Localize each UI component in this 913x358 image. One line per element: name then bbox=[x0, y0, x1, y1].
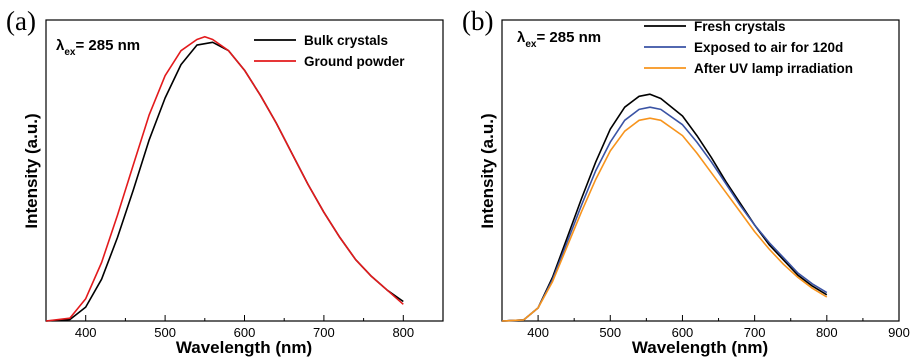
x-tick-label-a-800: 800 bbox=[392, 325, 414, 340]
panel-b: (b) λex= 285 nm 400 500 600 700 800 900 Fresh… bbox=[462, 6, 910, 357]
panel-a-excitation-annotation: λex= 285 nm bbox=[56, 37, 140, 58]
x-tick-label-a-700: 700 bbox=[313, 325, 335, 340]
x-tick-label-b-400: 400 bbox=[527, 325, 549, 340]
x-tick-label-b-500: 500 bbox=[599, 325, 621, 340]
series-line-b-after-uv-lamp-irradiation bbox=[501, 117, 828, 322]
panel-a-x-axis-title: Wavelength (nm) bbox=[176, 338, 312, 357]
x-tick-label-b-600: 600 bbox=[672, 325, 694, 340]
panel-b-series-group bbox=[501, 93, 828, 322]
x-tick-label-a-400: 400 bbox=[75, 325, 97, 340]
panel-b-plot-frame bbox=[501, 19, 900, 322]
legend-a-label-ground-powder: Ground powder bbox=[304, 54, 405, 69]
panel-a-x-ticks: 400 500 600 700 800 bbox=[75, 315, 414, 340]
x-tick-label-b-800: 800 bbox=[816, 325, 838, 340]
legend-b-label-fresh-crystals: Fresh crystals bbox=[694, 19, 786, 34]
series-line-b-exposed-to-air-for-120d bbox=[501, 106, 828, 322]
x-tick-label-b-700: 700 bbox=[744, 325, 766, 340]
panel-b-x-ticks: 400 500 600 700 800 900 bbox=[527, 315, 910, 340]
legend-a-label-bulk-crystals: Bulk crystals bbox=[304, 33, 388, 48]
x-tick-label-a-500: 500 bbox=[154, 325, 176, 340]
panel-a-label: (a) bbox=[6, 6, 36, 36]
panel-b-x-axis-title: Wavelength (nm) bbox=[632, 338, 768, 357]
legend-b-label-exposed-to-air: Exposed to air for 120d bbox=[694, 40, 843, 55]
legend-b-label-after-uv: After UV lamp irradiation bbox=[694, 61, 853, 76]
x-tick-label-b-900: 900 bbox=[888, 325, 910, 340]
panel-a-series-group bbox=[45, 35, 404, 322]
panel-a: (a) λex= 285 nm 400 500 600 700 800 Bulk cry… bbox=[6, 6, 444, 357]
panel-b-excitation-annotation: λex= 285 nm bbox=[517, 29, 601, 50]
x-tick-label-a-600: 600 bbox=[234, 325, 256, 340]
series-line-a-ground-powder bbox=[45, 35, 404, 322]
panel-b-label: (b) bbox=[462, 6, 493, 36]
series-line-a-bulk-crystals bbox=[45, 41, 404, 322]
panel-b-y-axis-title: Intensity (a.u.) bbox=[478, 113, 497, 228]
series-line-b-fresh-crystals bbox=[501, 93, 828, 322]
panel-a-legend: Bulk crystals Ground powder bbox=[254, 33, 405, 69]
panel-a-y-axis-title: Intensity (a.u.) bbox=[22, 113, 41, 228]
panel-b-legend: Fresh crystals Exposed to air for 120d A… bbox=[644, 19, 853, 76]
